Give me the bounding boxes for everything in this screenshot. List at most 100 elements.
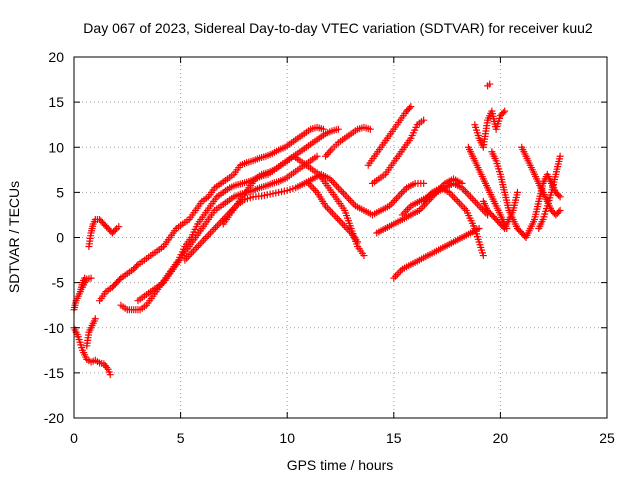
data-point [348, 198, 356, 206]
data-point [473, 200, 481, 208]
data-point [330, 211, 338, 219]
data-point [403, 206, 411, 214]
data-point [457, 201, 465, 209]
data-point [470, 196, 478, 204]
data-point [91, 315, 99, 323]
data-point [188, 249, 196, 257]
data-point [325, 149, 333, 157]
data-point [395, 269, 403, 277]
y-tick-label: -10 [44, 320, 64, 336]
data-point [333, 182, 341, 190]
data-point [213, 222, 221, 230]
data-point [87, 274, 95, 282]
data-point [366, 125, 374, 133]
series-track-u [518, 143, 564, 219]
x-tick-label: 10 [279, 430, 295, 446]
axis-ticks: 0 5 10 15 20 25 -20 -15 -10 -5 0 5 10 15 20 [44, 49, 615, 446]
x-axis-label: GPS time / hours [287, 457, 394, 473]
x-tick-label: 5 [177, 430, 185, 446]
data-point [334, 215, 342, 223]
data-point [393, 271, 401, 279]
data-point [449, 192, 457, 200]
data-point [463, 189, 471, 197]
data-point [206, 229, 214, 237]
data-point [334, 125, 342, 133]
y-tick-label: 20 [48, 49, 64, 65]
data-point [556, 206, 564, 214]
data-point [311, 187, 319, 195]
data-point [115, 276, 123, 284]
series-track-j [305, 179, 362, 246]
y-tick-label: 0 [56, 230, 64, 246]
data-point [323, 204, 331, 212]
data-point [461, 187, 469, 195]
data-point [203, 233, 211, 241]
x-tick-label: 20 [493, 430, 509, 446]
data-point [334, 184, 342, 192]
data-point [420, 116, 428, 124]
data-point [332, 213, 340, 221]
series-track-x [484, 80, 494, 90]
data-point [322, 152, 330, 160]
data-point [397, 189, 405, 197]
data-point [343, 193, 351, 201]
data-point [354, 238, 362, 246]
data-point [450, 194, 458, 202]
series-track-l [364, 103, 415, 169]
data-point [360, 252, 368, 260]
data-point [191, 245, 199, 253]
data-point [399, 187, 407, 195]
data-point [339, 189, 347, 197]
series-track-t [479, 188, 521, 232]
y-tick-label: -15 [44, 365, 64, 381]
series-track-k [322, 123, 374, 160]
data-point [329, 178, 337, 186]
data-point [201, 234, 209, 242]
series-track-m [368, 116, 428, 187]
data-point [308, 183, 316, 191]
data-point [390, 274, 398, 282]
data-point [486, 80, 494, 88]
data-point [195, 242, 203, 250]
y-tick-label: -20 [44, 410, 64, 426]
data-point [323, 150, 331, 158]
data-point [405, 104, 413, 112]
data-point [407, 103, 415, 111]
data-point [310, 185, 318, 193]
data-point [331, 180, 339, 188]
data-point [196, 240, 204, 248]
data-point [319, 125, 327, 133]
data-point [454, 197, 462, 205]
data-point [346, 196, 354, 204]
data-point [452, 196, 460, 204]
data-point [328, 209, 336, 217]
series-track-w [471, 107, 509, 151]
data-point [479, 252, 487, 260]
data-point [345, 195, 353, 203]
series-track-a [70, 324, 114, 379]
y-tick-label: -5 [52, 275, 65, 291]
y-axis-label: SDTVAR / TECUs [6, 181, 22, 293]
data-point [198, 238, 206, 246]
data-point [455, 199, 463, 207]
series-track-o [390, 224, 483, 282]
data-point [212, 224, 220, 232]
y-tick-label: 10 [48, 139, 64, 155]
data-point [513, 188, 521, 196]
data-point [468, 195, 476, 203]
data-point [133, 262, 141, 270]
series-track-y [79, 274, 95, 291]
data-point [459, 203, 467, 211]
data-point [556, 193, 564, 201]
data-point [499, 109, 507, 117]
data-point [394, 193, 402, 201]
data-points [70, 80, 564, 379]
series-track-r [464, 143, 511, 232]
data-point [555, 191, 563, 199]
series-track-i [219, 152, 368, 260]
data-point [338, 187, 346, 195]
data-point [501, 107, 509, 115]
data-point [420, 179, 428, 187]
